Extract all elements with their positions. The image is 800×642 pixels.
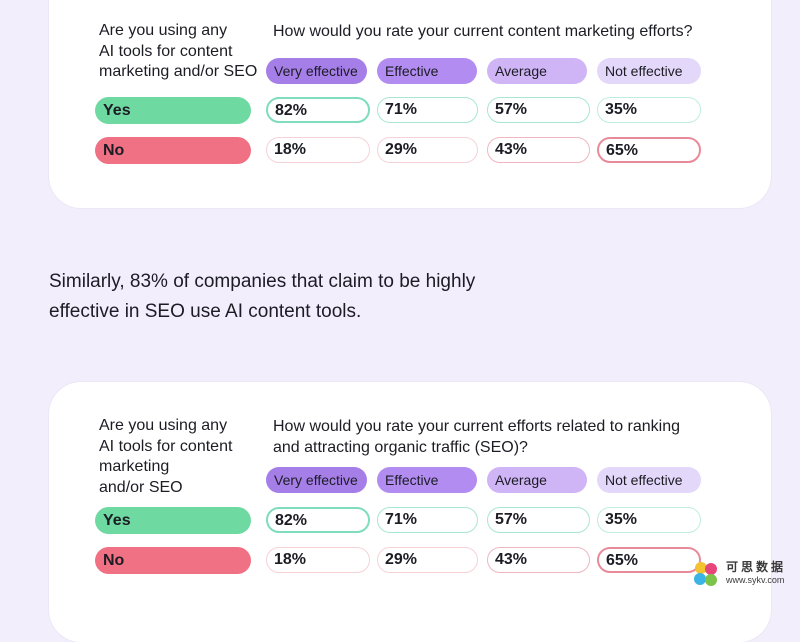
value-cell: 18%	[266, 547, 370, 573]
question-rating: How would you rate your current content …	[273, 23, 693, 40]
row-label-no: No	[95, 137, 251, 164]
row-label-no: No	[95, 547, 251, 574]
question-rating: How would you rate your current efforts …	[273, 418, 681, 456]
value-cell: 35%	[597, 97, 701, 123]
watermark: 可思数据 www.sykv.com	[690, 558, 800, 591]
value-cell: 71%	[377, 507, 478, 533]
question-ai-tools: Are you using any AI tools for content m…	[99, 22, 258, 80]
row-label-yes: Yes	[95, 97, 251, 124]
header-average: Average	[487, 467, 587, 493]
watermark-logo-icon	[694, 562, 717, 586]
header-not-effective: Not effective	[597, 58, 701, 84]
value-cell: 57%	[487, 507, 590, 533]
header-effective: Effective	[377, 58, 477, 84]
value-cell: 35%	[597, 507, 701, 533]
value-cell: 29%	[377, 137, 478, 163]
header-very-effective: Very effective	[266, 467, 367, 493]
header-effective: Effective	[377, 467, 477, 493]
row-label-yes: Yes	[95, 507, 251, 534]
question-ai-tools: Are you using any AI tools for content m…	[99, 417, 233, 496]
value-cell: 29%	[377, 547, 478, 573]
header-very-effective: Very effective	[266, 58, 367, 84]
watermark-url: www.sykv.com	[726, 575, 785, 585]
header-average: Average	[487, 58, 587, 84]
value-cell: 18%	[266, 137, 370, 163]
value-cell: 43%	[487, 137, 590, 163]
watermark-text: 可思数据	[726, 560, 787, 574]
value-cell: 57%	[487, 97, 590, 123]
value-cell: 65%	[597, 137, 701, 163]
value-cell: 82%	[266, 97, 370, 123]
value-cell: 82%	[266, 507, 370, 533]
header-not-effective: Not effective	[597, 467, 701, 493]
body-paragraph: Similarly, 83% of companies that claim t…	[49, 271, 476, 322]
value-cell: 65%	[597, 547, 701, 573]
value-cell: 71%	[377, 97, 478, 123]
value-cell: 43%	[487, 547, 590, 573]
